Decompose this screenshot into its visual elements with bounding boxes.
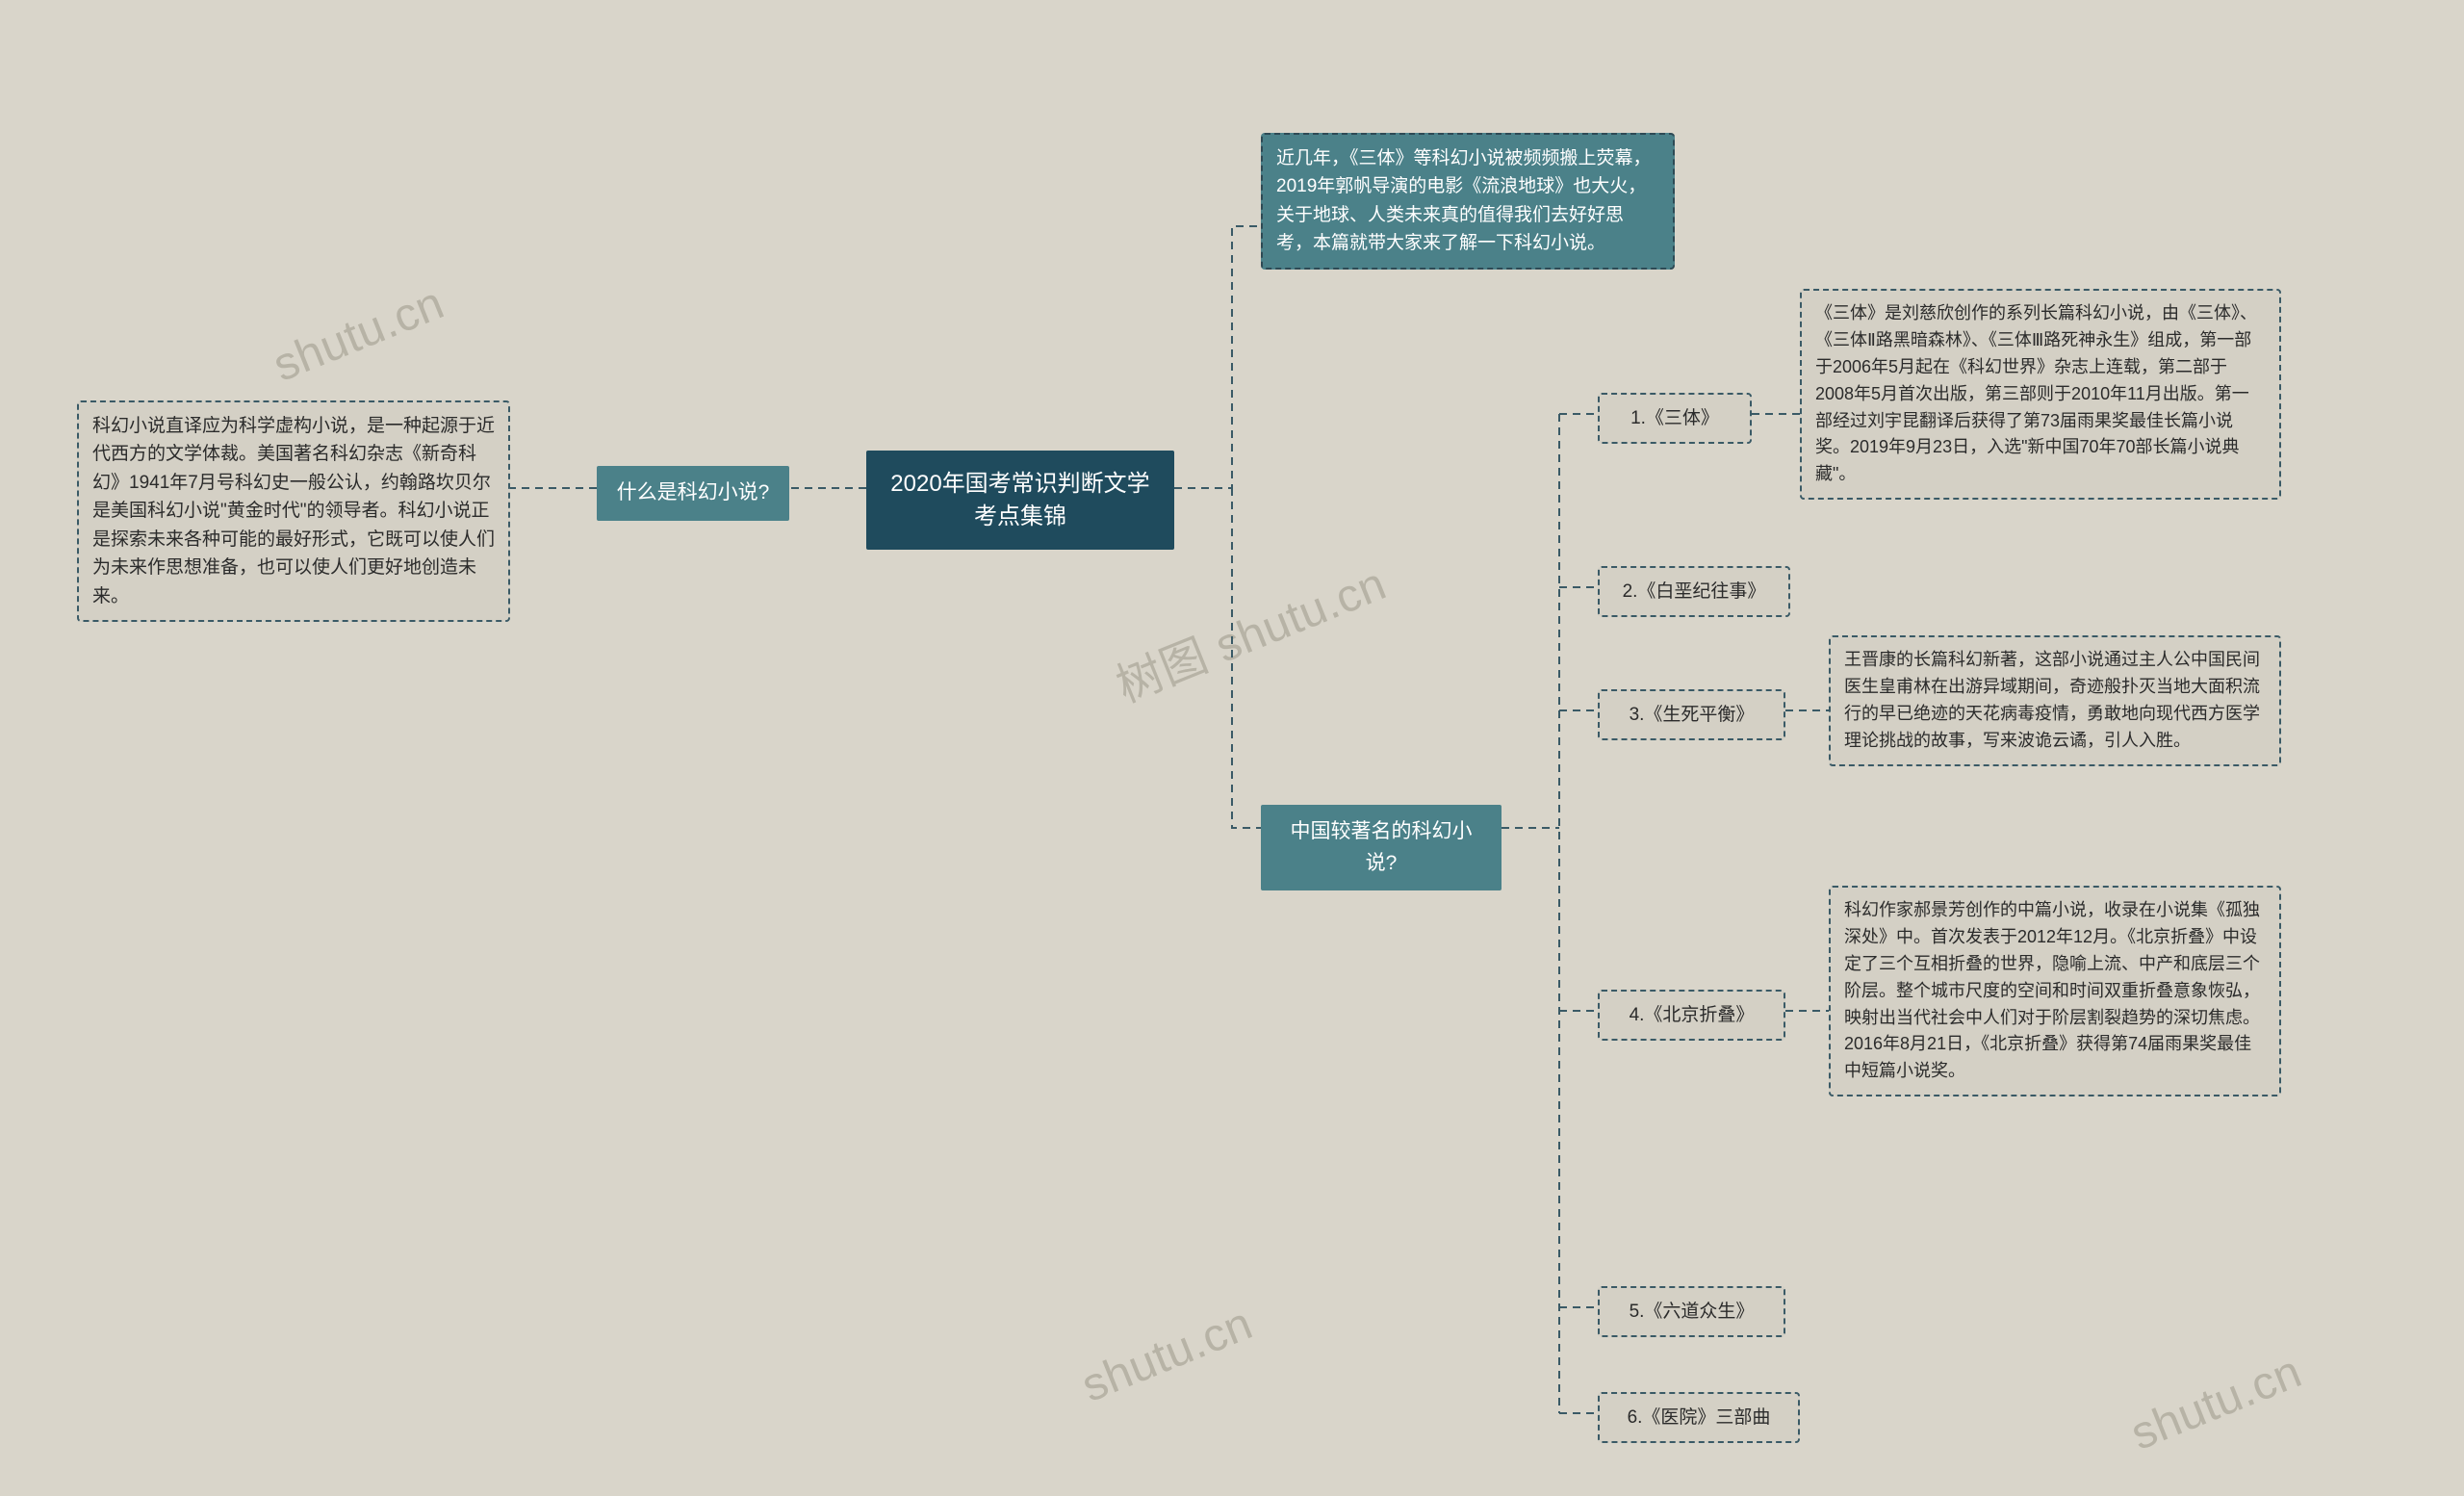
item-4-desc: 科幻作家郝景芳创作的中篇小说，收录在小说集《孤独深处》中。首次发表于2012年1… xyxy=(1829,886,2281,1096)
right-branch-china: 中国较著名的科幻小说? xyxy=(1261,805,1502,890)
watermark: 树图 shutu.cn xyxy=(1105,546,1395,715)
item-1-label: 1.《三体》 xyxy=(1598,393,1752,444)
item-3-desc: 王晋康的长篇科幻新著，这部小说通过主人公中国民间医生皇甫林在出游异域期间，奇迹般… xyxy=(1829,635,2281,766)
item-3-label: 3.《生死平衡》 xyxy=(1598,689,1785,740)
root-line1: 2020年国考常识判断文学 xyxy=(886,468,1155,501)
item-4-label: 4.《北京折叠》 xyxy=(1598,990,1785,1041)
watermark: shutu.cn xyxy=(266,276,451,392)
item-5-label: 5.《六道众生》 xyxy=(1598,1286,1785,1337)
left-branch-desc: 科幻小说直译应为科学虚构小说，是一种起源于近代西方的文学体裁。美国著名科幻杂志《… xyxy=(77,400,510,622)
item-6-label: 6.《医院》三部曲 xyxy=(1598,1392,1800,1443)
item-2-label: 2.《白垩纪往事》 xyxy=(1598,566,1790,617)
root-node: 2020年国考常识判断文学 考点集锦 xyxy=(866,451,1174,550)
root-line2: 考点集锦 xyxy=(886,501,1155,533)
item-1-desc: 《三体》是刘慈欣创作的系列长篇科幻小说，由《三体》、《三体Ⅱ路黑暗森林》、《三体… xyxy=(1800,289,2281,500)
watermark: shutu.cn xyxy=(1074,1297,1260,1412)
left-branch: 什么是科幻小说? xyxy=(597,466,789,521)
intro-box: 近几年，《三体》等科幻小说被频频搬上荧幕，2019年郭帆导演的电影《流浪地球》也… xyxy=(1261,133,1675,270)
watermark: shutu.cn xyxy=(2123,1345,2309,1460)
